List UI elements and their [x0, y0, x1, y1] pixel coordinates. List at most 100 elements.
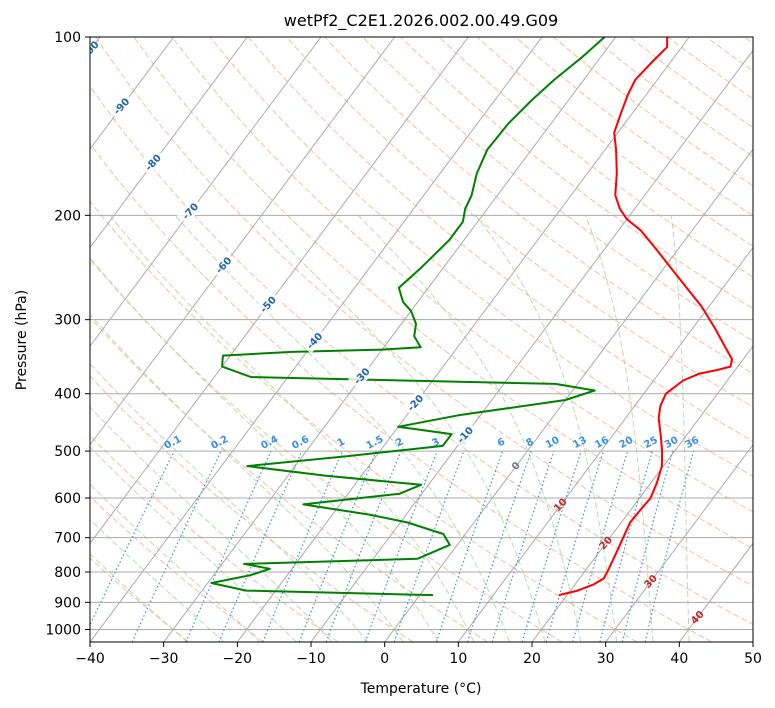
y-tick-label: 100 — [54, 30, 81, 46]
mixing-ratio-line — [521, 450, 582, 642]
series-layer — [210, 37, 734, 597]
y-tick-label: 600 — [54, 491, 81, 507]
isotherm-label-bg — [348, 362, 375, 390]
isotherm — [457, 246, 753, 642]
x-tick-label: −30 — [149, 651, 179, 667]
y-tick-label: 200 — [54, 208, 81, 224]
mixing-ratio-line — [644, 450, 695, 642]
isotherm — [605, 444, 753, 642]
dry-adiabat — [171, 37, 753, 513]
y-tick-label: 500 — [54, 444, 81, 460]
x-tick-label: 10 — [449, 651, 467, 667]
dry-adiabat — [209, 37, 753, 477]
moist-adiabat — [90, 362, 369, 642]
mixing-ratio-line — [466, 450, 532, 642]
isotherm-label-bg — [254, 290, 281, 318]
isotherm — [90, 37, 248, 249]
dry-adiabat — [90, 85, 753, 625]
temperature-profile — [558, 37, 734, 597]
mixing-ratio-line — [621, 450, 674, 642]
mixing-ratio-line — [262, 450, 343, 642]
y-axis-label: Pressure (hPa) — [14, 290, 30, 390]
moist-adiabat — [174, 214, 510, 642]
y-tick-label: 300 — [54, 313, 81, 329]
x-tick-label: −40 — [75, 651, 105, 667]
dry-adiabat — [95, 37, 753, 587]
dry-adiabat — [362, 37, 753, 342]
mixing-ratio-line — [572, 450, 629, 642]
isotherm-label-bg — [107, 92, 135, 120]
axis-ticks: −40 −30 −20 −10 0 10 20 30 40 50 100 200 300 400 500 60… — [45, 30, 762, 667]
dry-adiabat — [90, 316, 488, 642]
isotherm — [90, 37, 175, 150]
isotherm — [90, 37, 469, 545]
mixing-ratio-line — [364, 450, 438, 642]
y-tick-label: 400 — [54, 387, 81, 403]
isotherm-label-bg — [139, 148, 166, 176]
dry-adiabat — [286, 37, 753, 408]
mixing-ratio-label: 1 — [336, 436, 347, 449]
mixing-ratio-line — [325, 450, 402, 642]
moist-adiabat — [584, 215, 654, 642]
dry-adiabat — [90, 142, 712, 642]
mixing-ratio-line — [435, 450, 504, 642]
moist-adiabat — [90, 313, 404, 642]
y-tick-label: 800 — [54, 565, 81, 581]
isotherm — [384, 148, 753, 642]
x-tick-label: 50 — [744, 651, 762, 667]
isotherm-label-bg — [451, 420, 479, 449]
isotherm-label-bg — [209, 251, 237, 279]
isotherm — [531, 345, 753, 642]
moist-adiabat — [475, 214, 618, 642]
x-tick-label: 20 — [523, 651, 541, 667]
chart-title: wetPf2_C2E1.2026.002.00.49.G09 — [284, 11, 558, 31]
moist-adiabat — [90, 553, 188, 642]
y-tick-label: 900 — [54, 595, 81, 611]
isotherm — [90, 37, 322, 348]
moist-adiabat — [670, 215, 690, 642]
mixing-ratio-line — [393, 450, 465, 642]
mixing-ratio-line — [491, 450, 555, 642]
mixing-ratio-label: 3 — [430, 436, 441, 449]
isotherm-label-bg — [90, 37, 102, 65]
x-tick-label: 40 — [670, 651, 688, 667]
isotherm — [310, 49, 753, 642]
x-axis-label: Temperature (°C) — [360, 681, 482, 697]
moist-adiabat — [90, 518, 225, 642]
dry-adiabat — [400, 37, 753, 310]
mixing-ratio-label: 2 — [394, 436, 405, 449]
mixing-ratio-line — [599, 450, 653, 642]
isotherm — [163, 37, 617, 642]
x-tick-label: −10 — [296, 651, 326, 667]
moist-adiabat — [256, 214, 546, 642]
dry-adiabat — [90, 557, 190, 642]
x-tick-label: −20 — [223, 651, 253, 667]
isotherm-label: -100 — [77, 39, 102, 65]
dry-adiabat — [90, 200, 638, 642]
moist-adiabat — [90, 256, 439, 642]
grid-lines — [90, 37, 753, 642]
dry-adiabat — [133, 37, 753, 550]
dry-adiabat — [90, 258, 563, 642]
moist-adiabat — [90, 406, 333, 642]
dry-adiabat — [90, 375, 414, 642]
mixing-ratio-label: 6 — [496, 436, 507, 449]
isotherm-label-bg — [300, 326, 328, 354]
dewpoint-profile — [210, 37, 606, 597]
y-tick-label: 700 — [54, 531, 81, 547]
moist-adiabat — [109, 214, 475, 642]
moist-adiabat — [357, 214, 582, 642]
mixing-ratio-line — [298, 450, 377, 642]
isotherm-label-bg — [401, 388, 429, 417]
mixing-ratio-label: 8 — [524, 436, 535, 449]
moist-adiabat — [90, 483, 261, 642]
x-tick-label: 0 — [380, 651, 389, 667]
x-tick-label: 30 — [597, 651, 615, 667]
isotherm-label-bg — [176, 197, 204, 225]
mixing-ratio-line — [545, 450, 604, 642]
y-tick-label: 1000 — [45, 622, 81, 638]
isotherm — [90, 37, 396, 446]
plot-frame — [89, 36, 754, 643]
mixing-ratio-line — [185, 450, 272, 642]
